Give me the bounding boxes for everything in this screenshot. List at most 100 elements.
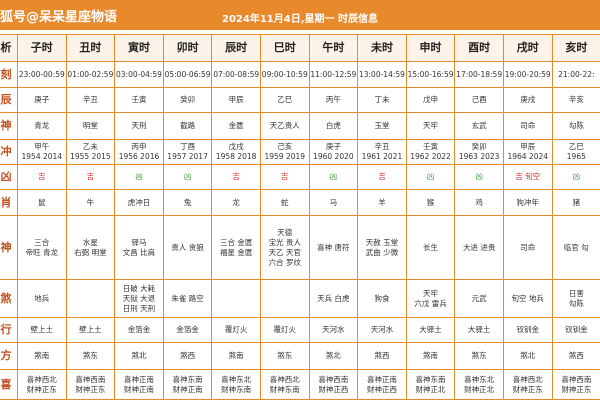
cell: 地兵: [17, 279, 67, 318]
cell-line: 白虎: [325, 121, 341, 130]
cell: 吉: [17, 164, 67, 190]
cell-line: 丙申: [131, 142, 147, 151]
cell-line: 甲辰: [228, 95, 244, 104]
cell-line: 财神正东: [561, 384, 592, 394]
cell: 凶: [308, 164, 359, 190]
cell-line: 财神东南: [269, 384, 300, 394]
cell-line: 壬寅: [131, 95, 147, 104]
cell-line: 癸卯: [180, 95, 196, 104]
row-label: 析: [0, 34, 18, 62]
cell: 07:00-08:59: [211, 61, 261, 88]
cell-line: 喜神西南: [318, 374, 349, 384]
row: 神 青龙 明堂 天刑 截路 金匮 天乙贵人 白虎 玉堂 天牢 玄武 司命 勾陈: [0, 112, 600, 140]
cell-line: 勾陈: [568, 298, 584, 308]
cell: 煞东: [65, 342, 116, 370]
cell-line: 勾陈: [568, 121, 584, 130]
cell: 驿马 文昌 比肩: [114, 215, 164, 280]
row: 煞地兵 日破 大耗 天狱 大退 日刑 天刑 朱雀 路空 天兵 白虎 狗食 天牢 六戊 雷兵 元武旬…: [0, 279, 600, 318]
cell-line: 吉: [86, 172, 95, 181]
cell: 戊申: [405, 87, 456, 113]
cell-line: 1962 2022: [410, 152, 451, 161]
cell: 乙巳 1965: [551, 139, 600, 165]
cell-line: 己亥: [277, 142, 293, 151]
cell: 辛丑 1961 2021: [357, 139, 407, 165]
cell-line: 凶: [183, 172, 192, 181]
cell: 兔: [162, 189, 213, 216]
title: 2024年11月4日,星期一 时辰信息: [222, 14, 378, 25]
cell: 青龙: [17, 112, 67, 140]
row: 凶 吉 吉 凶 凶 吉 吉 凶 吉 凶 凶 吉 旬空 凶: [0, 164, 600, 190]
column-header: 卯时: [162, 34, 213, 62]
cell: 煞西: [357, 342, 407, 370]
cell-line: 金箔金: [176, 325, 199, 334]
cell-line: 壁上土: [79, 325, 102, 334]
cell: 三合 金匮 福星 金匮: [211, 215, 261, 280]
cell-line: 23:00-00:59: [18, 69, 65, 79]
cell: 煞北: [308, 342, 359, 370]
cell: 丁酉 1957 2017: [162, 139, 213, 165]
cell-line: 鼠: [38, 197, 46, 207]
cell: 天乙贵人: [259, 112, 310, 140]
cell: 17:00-18:59: [454, 61, 504, 88]
cell: 喜神 唐符: [308, 215, 359, 280]
cell-line: 1965: [566, 152, 586, 161]
row-label: 方: [0, 342, 18, 370]
cell-line: 天兵 白虎: [317, 293, 350, 303]
cell-line: 武曲 少微: [365, 247, 399, 257]
cell: 吉: [211, 164, 261, 190]
cell: 大进 进贵: [454, 215, 504, 280]
row-label: 喜: [0, 369, 18, 400]
cell-line: 驿马: [131, 237, 147, 247]
cell: 天刑: [114, 112, 164, 140]
cell-line: 地兵: [34, 293, 50, 303]
cell-line: 煞北: [520, 351, 536, 360]
cell: 13:00-14:59: [357, 61, 407, 88]
cell-line: 贵人 贪狼: [171, 242, 204, 252]
cell: 壬寅: [114, 87, 164, 113]
cell-line: 13:00-14:59: [358, 69, 405, 79]
cell-line: 猪: [572, 197, 581, 207]
cell: 11:00-12:59: [308, 61, 359, 88]
cell: 天河水: [308, 317, 359, 343]
cell: 03:00-04:59: [114, 61, 164, 88]
header-row: 析子时 丑时 寅时 卯时 辰时 巳时 午时 未时 申时 酉时 戌时 亥时: [0, 34, 600, 62]
cell-line: 吉: [281, 172, 289, 181]
cell: 天牢 六戊 雷兵: [405, 279, 456, 318]
row-label: 煞: [0, 279, 18, 318]
cell: 狗冲年: [502, 189, 553, 216]
cell-line: 司命: [520, 121, 536, 130]
cell-line: 庚子: [34, 95, 50, 104]
cell: 旬空 地兵: [502, 279, 553, 318]
cell: 日破 大耗 天狱 大退 日刑 天刑: [114, 279, 164, 318]
cell: 09:00-10:59: [259, 61, 310, 88]
cell-line: 喜神西南: [561, 374, 592, 384]
cell: 钗钏金: [502, 317, 553, 343]
cell-line: 吉: [378, 172, 386, 181]
cell-line: 21:00-22:: [558, 69, 595, 79]
cell-line: 兔: [183, 197, 192, 207]
cell: 壬寅 1962 2022: [405, 139, 456, 165]
cell-line: 吉: [38, 172, 46, 181]
cell: 金匮: [211, 112, 261, 140]
cell-line: 19:00-20:59: [504, 69, 551, 79]
cell: 龙: [211, 189, 261, 216]
cell-line: 戊申: [423, 95, 439, 104]
cell-line: 1958 2018: [215, 152, 257, 161]
row-label: 辰: [0, 87, 18, 113]
cell-line: 财神正东: [26, 384, 57, 394]
cell: 甲午 1954 2014: [17, 139, 67, 165]
cell-line: 司命: [520, 242, 536, 252]
cell: 21:00-22:: [551, 61, 600, 88]
cell-line: 煞南: [423, 351, 439, 360]
row: 喜喜神西北 财神正东 喜神西南 财神正东 喜神正南 财神正南 喜神东南 财神正南 喜神东北 财神东…: [0, 369, 600, 400]
cell-line: 乙未: [82, 142, 98, 151]
cell: 喜神东北 财神正北: [454, 369, 504, 400]
cell-line: 日害: [568, 288, 584, 298]
cell-line: 财神正东: [512, 384, 543, 394]
cell: 01:00-02:59: [65, 61, 116, 88]
cell-line: 喜神西南: [75, 374, 106, 384]
column-header: 辰时: [211, 34, 261, 62]
cell-line: 覆灯火: [224, 325, 248, 334]
cell: 虎冲日: [114, 189, 164, 216]
